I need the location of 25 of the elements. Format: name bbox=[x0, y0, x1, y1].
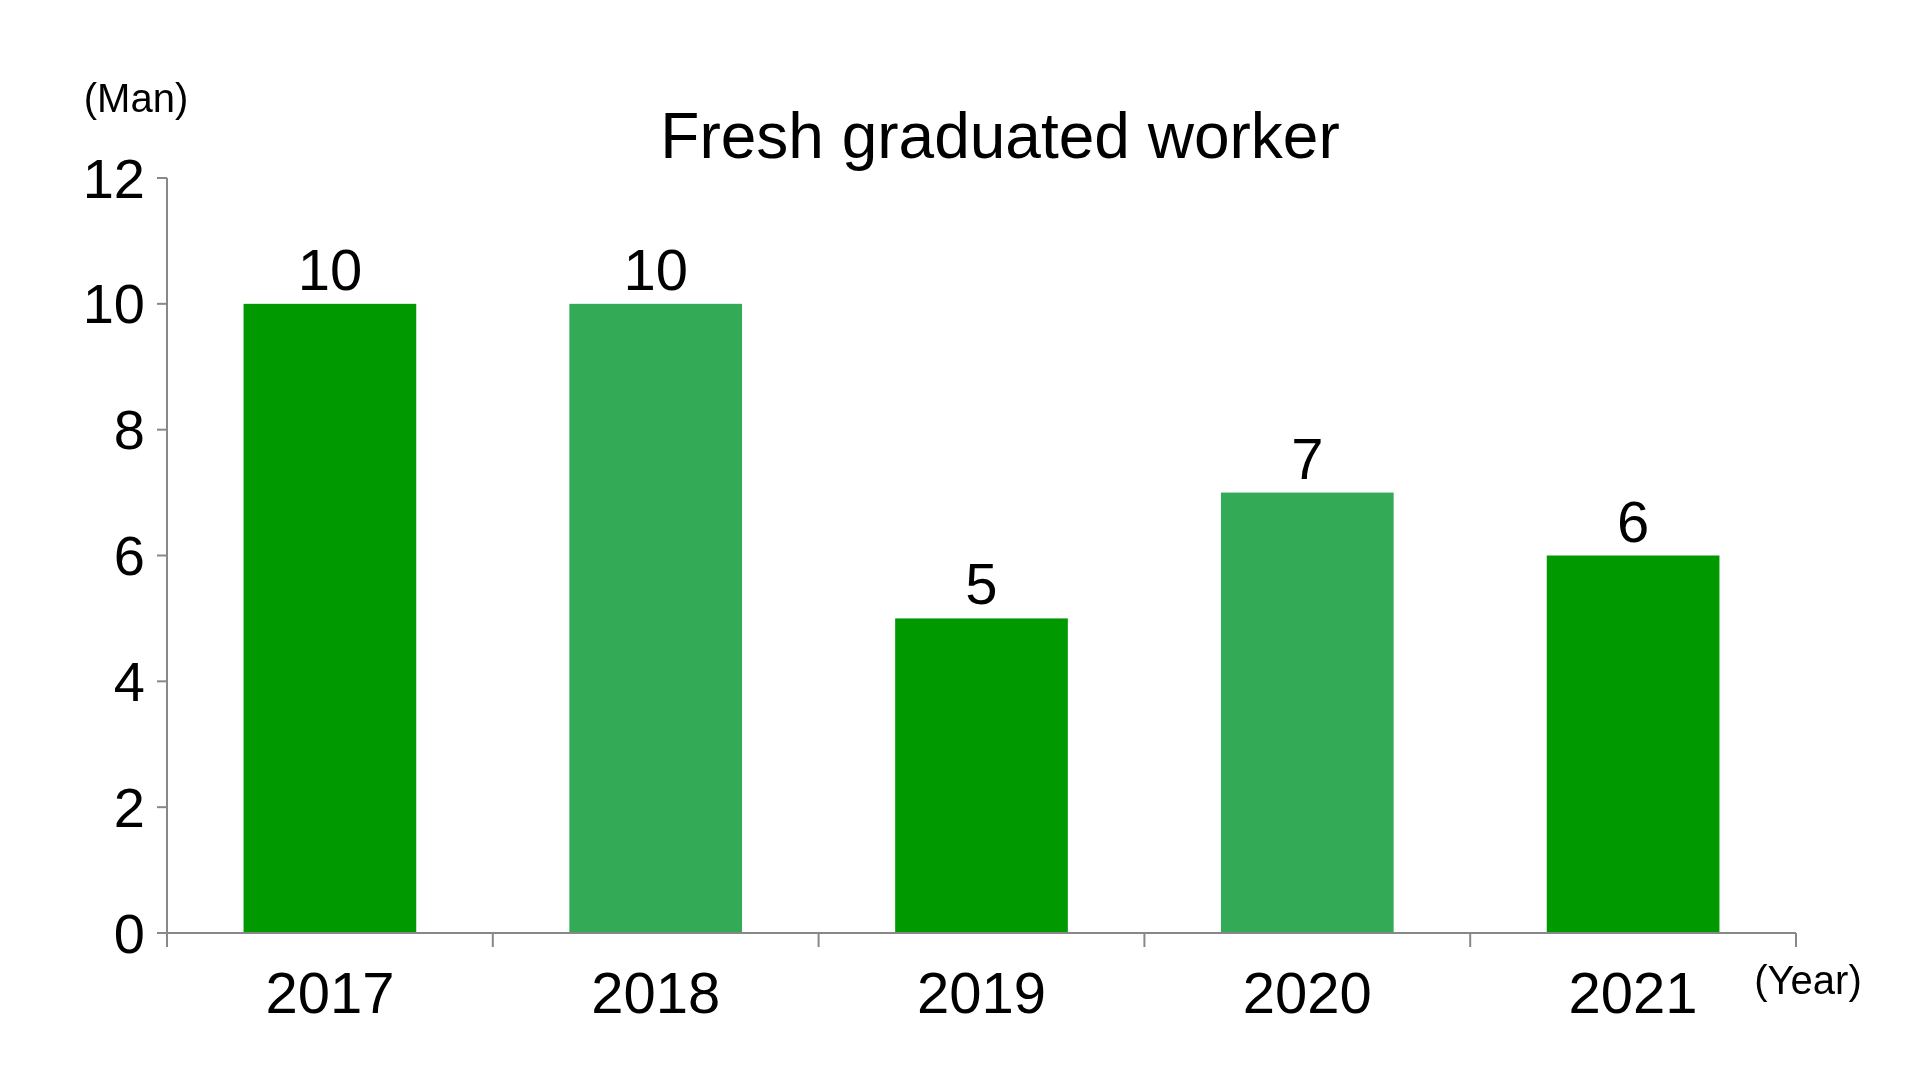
y-axis-title: (Man) bbox=[83, 76, 189, 120]
y-tick-label: 10 bbox=[82, 272, 145, 336]
x-tick-label: 2017 bbox=[265, 960, 395, 1025]
x-tick-label: 2019 bbox=[916, 960, 1047, 1025]
y-tick-label: 0 bbox=[113, 901, 145, 965]
bar bbox=[1220, 492, 1394, 933]
data-label: 7 bbox=[1291, 425, 1324, 491]
y-tick-label: 12 bbox=[82, 146, 145, 210]
x-tick-label: 2018 bbox=[591, 960, 721, 1025]
bar bbox=[1546, 555, 1720, 933]
y-tick-label: 6 bbox=[113, 524, 145, 588]
bar bbox=[243, 303, 417, 933]
chart-title: Fresh graduated worker bbox=[660, 100, 1340, 172]
x-tick-label: 2020 bbox=[1242, 960, 1372, 1025]
bar bbox=[569, 303, 743, 933]
data-label: 10 bbox=[297, 236, 363, 302]
data-label: 10 bbox=[623, 236, 688, 302]
x-tick-label: 2021 bbox=[1568, 960, 1698, 1025]
x-axis-title: (Year) bbox=[1754, 958, 1862, 1002]
data-label: 6 bbox=[1616, 488, 1650, 554]
bar bbox=[895, 618, 1068, 933]
data-label: 5 bbox=[965, 551, 998, 617]
y-tick-label: 4 bbox=[113, 649, 145, 713]
y-tick-label: 8 bbox=[113, 398, 145, 462]
y-tick-label: 2 bbox=[113, 775, 145, 839]
